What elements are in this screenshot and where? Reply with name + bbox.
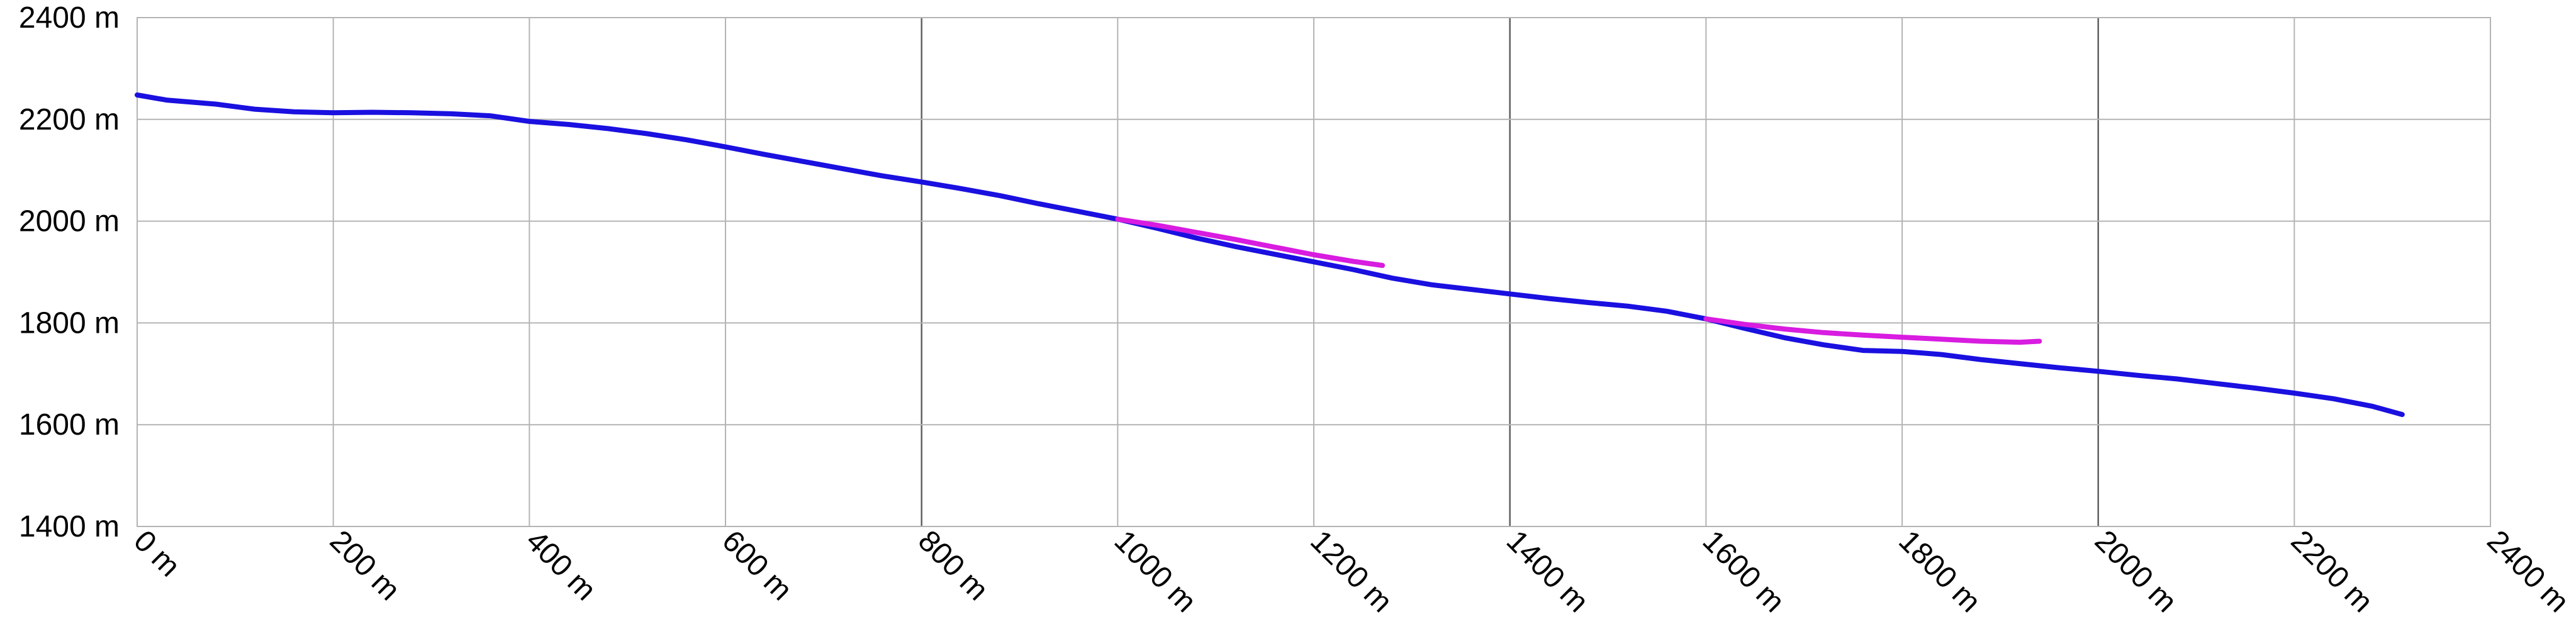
x-axis-tick-labels: 0 m 200 m 400 m 600 m 800 m 1000 m 1200 m 1400 … [127,524,2575,619]
y-tick-label: 1400 m [19,510,120,543]
x-tick-label: 2200 m [2285,524,2380,619]
series-line-0 [135,92,2405,417]
y-tick-label: 1800 m [19,306,120,340]
plot-area-border [137,17,2491,527]
x-tick-label: 400 m [520,524,603,607]
y-tick-label: 2200 m [19,103,120,136]
x-tick-label: 2000 m [2088,524,2183,619]
y-tick-label: 1600 m [19,408,120,442]
x-tick-label: 1000 m [1108,524,1203,619]
series-line-1 [1115,216,1386,268]
x-tick-label: 800 m [912,524,995,607]
x-tick-label: 1600 m [1696,524,1791,619]
x-tick-label: 1200 m [1304,524,1399,619]
x-tick-label: 600 m [715,524,798,607]
y-axis-tick-labels: 1400 m 1600 m 1800 m 2000 m 2200 m 2400 m [19,1,120,543]
series-layer [135,92,2405,417]
x-tick-label: 0 m [127,524,186,583]
x-gridlines [137,18,2491,526]
y-tick-label: 2000 m [19,205,120,238]
y-tick-label: 2400 m [19,1,120,35]
series-line-2 [1703,316,2042,345]
x-tick-label: 200 m [323,524,406,607]
x-tick-label: 1800 m [1892,524,1987,619]
x-tick-label: 1400 m [1500,524,1595,619]
x-tick-label: 2400 m [2480,524,2575,619]
